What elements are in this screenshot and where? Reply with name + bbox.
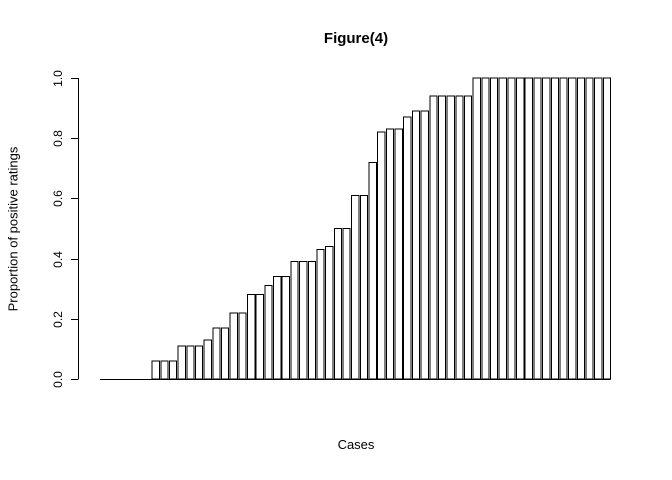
bar <box>490 77 499 380</box>
bar <box>220 327 230 380</box>
bar <box>333 228 343 380</box>
bar <box>437 95 447 380</box>
bar <box>247 294 256 380</box>
bar <box>420 110 429 380</box>
bar <box>342 228 351 380</box>
bar <box>472 77 481 380</box>
bar <box>194 345 204 380</box>
y-tick-label: 0.2 <box>51 311 65 328</box>
bar <box>446 95 455 380</box>
bar <box>325 246 334 380</box>
bar <box>316 249 325 380</box>
bar <box>429 95 438 380</box>
bar <box>255 294 264 380</box>
bar <box>203 339 212 380</box>
bar <box>160 360 169 380</box>
chart-title: Figure(4) <box>323 30 389 47</box>
bar <box>481 77 490 380</box>
bar <box>585 77 594 380</box>
y-tick-label: 0.0 <box>51 371 65 388</box>
bar <box>568 77 577 380</box>
bar <box>602 77 612 380</box>
bar <box>299 261 308 380</box>
bar <box>351 194 360 380</box>
y-tick-label: 0.8 <box>51 130 65 147</box>
bar <box>403 116 412 380</box>
bar <box>273 276 282 380</box>
bar <box>229 312 238 380</box>
bar <box>151 360 160 380</box>
bar <box>238 312 247 380</box>
bar <box>307 261 316 380</box>
bar <box>576 77 586 380</box>
bar <box>559 77 568 380</box>
bar <box>455 95 464 380</box>
bar <box>507 77 516 380</box>
bar <box>524 77 533 380</box>
bar <box>498 77 507 380</box>
y-tick-label: 0.6 <box>51 190 65 207</box>
bar <box>212 327 221 380</box>
bar <box>186 345 195 380</box>
bar <box>368 161 377 380</box>
bar <box>359 194 369 380</box>
bar <box>463 95 473 380</box>
bar <box>385 128 395 380</box>
bar <box>411 110 421 380</box>
y-tick-label: 1.0 <box>51 70 65 87</box>
bar <box>377 131 386 380</box>
y-tick-label: 0.4 <box>51 251 65 268</box>
bar <box>290 261 299 380</box>
bar <box>177 345 186 380</box>
bar <box>264 285 273 380</box>
bar <box>533 77 542 380</box>
bar <box>281 276 290 380</box>
bar <box>594 77 603 380</box>
bar <box>168 360 178 380</box>
bar <box>394 128 403 380</box>
bar <box>550 77 559 380</box>
bar <box>542 77 551 380</box>
x-axis-label: Cases <box>337 437 375 452</box>
bar <box>516 77 525 380</box>
